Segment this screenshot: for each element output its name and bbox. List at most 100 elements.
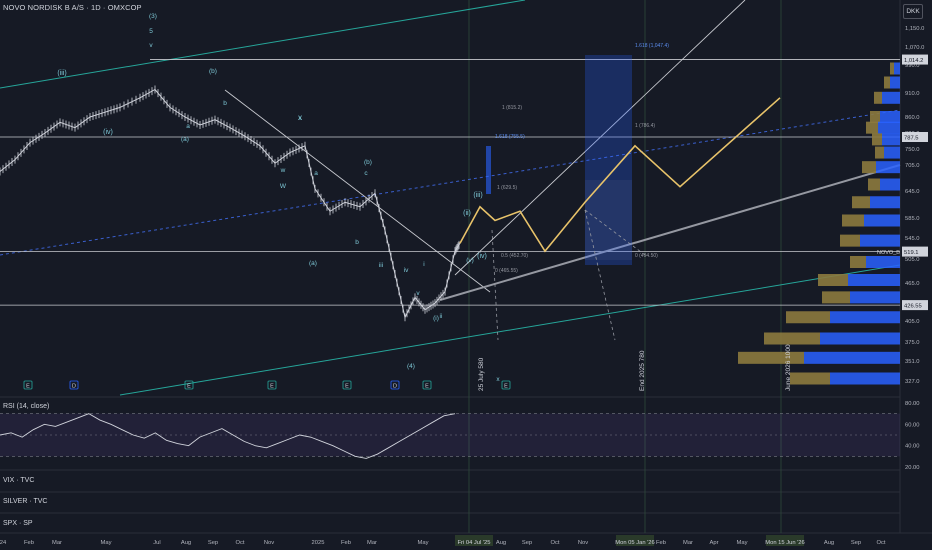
wave-label: (iv) <box>477 253 487 260</box>
wave-label: (4) <box>407 363 415 370</box>
price-tick-label: 545.0 <box>905 236 920 242</box>
price-tick-label: 990.0 <box>905 63 920 69</box>
fib-label: 0 (494.50) <box>635 253 658 259</box>
time-tag-bg <box>455 535 493 546</box>
vp-bar-up <box>786 311 830 324</box>
price-tick-label: 351.0 <box>905 359 920 365</box>
wave-label: a <box>186 123 190 130</box>
time-tick-label: May <box>418 540 429 546</box>
event-marker <box>69 380 79 390</box>
vp-bar-up <box>868 178 880 191</box>
time-tick-label: Mar <box>52 540 62 546</box>
vp-bar-down <box>894 62 900 75</box>
vp-bar-up <box>884 76 890 89</box>
vp-bar-up <box>790 372 830 385</box>
wave-label: (v) <box>466 257 474 264</box>
wave-label: (3) <box>149 13 157 20</box>
event-marker <box>390 380 400 390</box>
time-tag-bg <box>766 535 804 546</box>
event-marker-text: D <box>393 384 397 390</box>
level-price-tag-text: 787.5 <box>904 136 919 142</box>
time-tick-label: Oct <box>550 540 559 546</box>
wave-label: (ii) <box>463 210 471 217</box>
vp-bar-down <box>830 311 900 324</box>
vp-bar-down <box>880 111 900 123</box>
vp-bar-up <box>738 351 804 364</box>
currency-button[interactable]: DKK <box>903 4 923 19</box>
silver-pane-label[interactable]: SILVER · TVC <box>3 498 48 505</box>
rsi-tick-label: 20.00 <box>905 465 920 471</box>
projection-dashed <box>584 209 646 256</box>
wave-label: v <box>416 290 420 297</box>
vp-bar-up <box>822 291 850 304</box>
vp-bar-down <box>860 234 900 247</box>
vp-bar-up <box>875 146 884 159</box>
vp-bar-up <box>890 62 894 75</box>
vp-bar-up <box>852 196 870 209</box>
level-price-tag <box>902 132 928 142</box>
channel-lower <box>119 264 901 396</box>
level-price-tag <box>902 300 928 311</box>
channel-mid-dashed <box>0 109 901 256</box>
projection-dashed <box>491 229 499 341</box>
time-tick-label: 2025 <box>312 540 325 546</box>
vp-bar-down <box>864 214 900 227</box>
wave-label: 5 <box>149 28 153 35</box>
wave-label: X <box>298 115 303 122</box>
time-tick-label: Feb <box>656 540 666 546</box>
event-marker-text: E <box>504 384 508 390</box>
wave-label: W <box>280 183 287 190</box>
price-tick-label: 750.0 <box>905 147 920 153</box>
time-tag-bg <box>616 535 654 546</box>
price-tick-label: 645.0 <box>905 189 920 195</box>
time-tick-label: Jul <box>153 540 160 546</box>
event-marker-text: E <box>425 384 429 390</box>
time-tick-label: Apr <box>709 540 718 546</box>
time-tick-label: May <box>101 540 112 546</box>
wave-label: (a) <box>181 136 189 143</box>
price-tick-label: 705.0 <box>905 163 920 169</box>
time-tick-label: Oct <box>235 540 244 546</box>
vp-bar-up <box>870 111 880 123</box>
time-tick-label: Sep <box>522 540 532 546</box>
projection-dashed <box>584 209 616 341</box>
fib-label: 1 (629.5) <box>497 185 517 191</box>
fib-box-blue <box>585 55 632 265</box>
fib-label: 0.5 (452.70) <box>501 253 528 259</box>
rsi-line <box>0 413 456 459</box>
rsi-tick-label: 80.00 <box>905 401 920 407</box>
time-tick-label: Fri 04 Jul '25 <box>457 540 490 546</box>
vp-bar-up <box>842 214 864 227</box>
wave-label: iii <box>379 262 383 269</box>
time-tick-label: Aug <box>824 540 834 546</box>
wave-label: x <box>298 115 302 122</box>
vp-bar-up <box>840 234 860 247</box>
vp-bar-down <box>850 291 900 304</box>
fib-label: 1.618 (1,047.4) <box>635 43 669 49</box>
vix-pane-label[interactable]: VIX · TVC <box>3 477 35 484</box>
chart-title: NOVO NORDISK B A/S · 1D · OMXCOP <box>3 3 142 12</box>
time-tick-label: Nov <box>264 540 274 546</box>
fib-label: 1 (786.4) <box>635 123 655 129</box>
spx-pane-label[interactable]: SPX · SP <box>3 520 33 527</box>
vp-bar-up <box>818 274 848 286</box>
vertical-note: End 2025 780 <box>639 350 646 391</box>
wave-label: (iv) <box>103 129 113 136</box>
price-tick-label: 1,070.0 <box>905 45 924 51</box>
vp-bar-down <box>820 332 900 345</box>
event-marker-text: E <box>345 384 349 390</box>
wave-label: b <box>355 239 359 246</box>
symbol-tag: NOVO_B <box>877 250 900 256</box>
time-tick-label: May <box>737 540 748 546</box>
trend-up-steep <box>454 0 746 276</box>
level-price-tag <box>902 246 928 257</box>
vp-bar-up <box>764 332 820 345</box>
vp-bar-up <box>850 256 866 268</box>
vp-bar-up <box>874 91 882 104</box>
wave-label: i <box>423 261 424 268</box>
vp-bar-down <box>884 146 900 159</box>
event-marker <box>267 380 277 390</box>
wave-label: (iii) <box>57 70 66 77</box>
